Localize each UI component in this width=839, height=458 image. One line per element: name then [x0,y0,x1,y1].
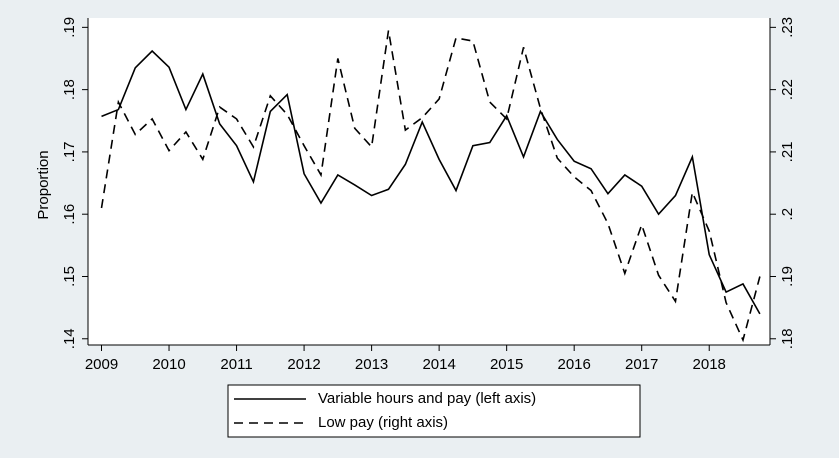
y-tick-label: .16 [61,204,78,225]
line-series [101,49,761,315]
legend-label: Low pay (right axis) [318,414,448,431]
y-tick-label: .17 [61,141,78,162]
x-tick-label: 2011 [220,356,252,373]
y2-tick-label: .22 [779,79,796,100]
y2-tick-label: .2 [779,208,796,221]
legend [227,384,641,438]
x-tick-label: 2009 [85,356,118,373]
x-tick-label: 2018 [693,356,726,373]
x-tick-label: 2015 [490,356,523,373]
x-tick-label: 2016 [557,356,590,373]
y-tick-label: .15 [61,266,78,287]
x-tick-label: 2017 [625,356,658,373]
x-tick-label: 2014 [422,356,455,373]
y-tick-label: .19 [61,17,78,38]
x-tick-label: 2012 [287,356,320,373]
plot-area [88,18,770,345]
y2-tick-label: .23 [779,17,796,38]
y2-tick-label: .21 [779,141,796,162]
legend-label: Variable hours and pay (left axis) [318,390,536,407]
y-tick-label: .18 [61,79,78,100]
y-axis-title: Proportion [35,150,52,219]
x-tick-label: 2010 [152,356,185,373]
y-tick-label: .14 [61,328,78,349]
y2-tick-label: .18 [779,328,796,349]
line-series [100,30,761,343]
y2-tick-label: .19 [779,266,796,287]
x-tick-label: 2013 [355,356,388,373]
